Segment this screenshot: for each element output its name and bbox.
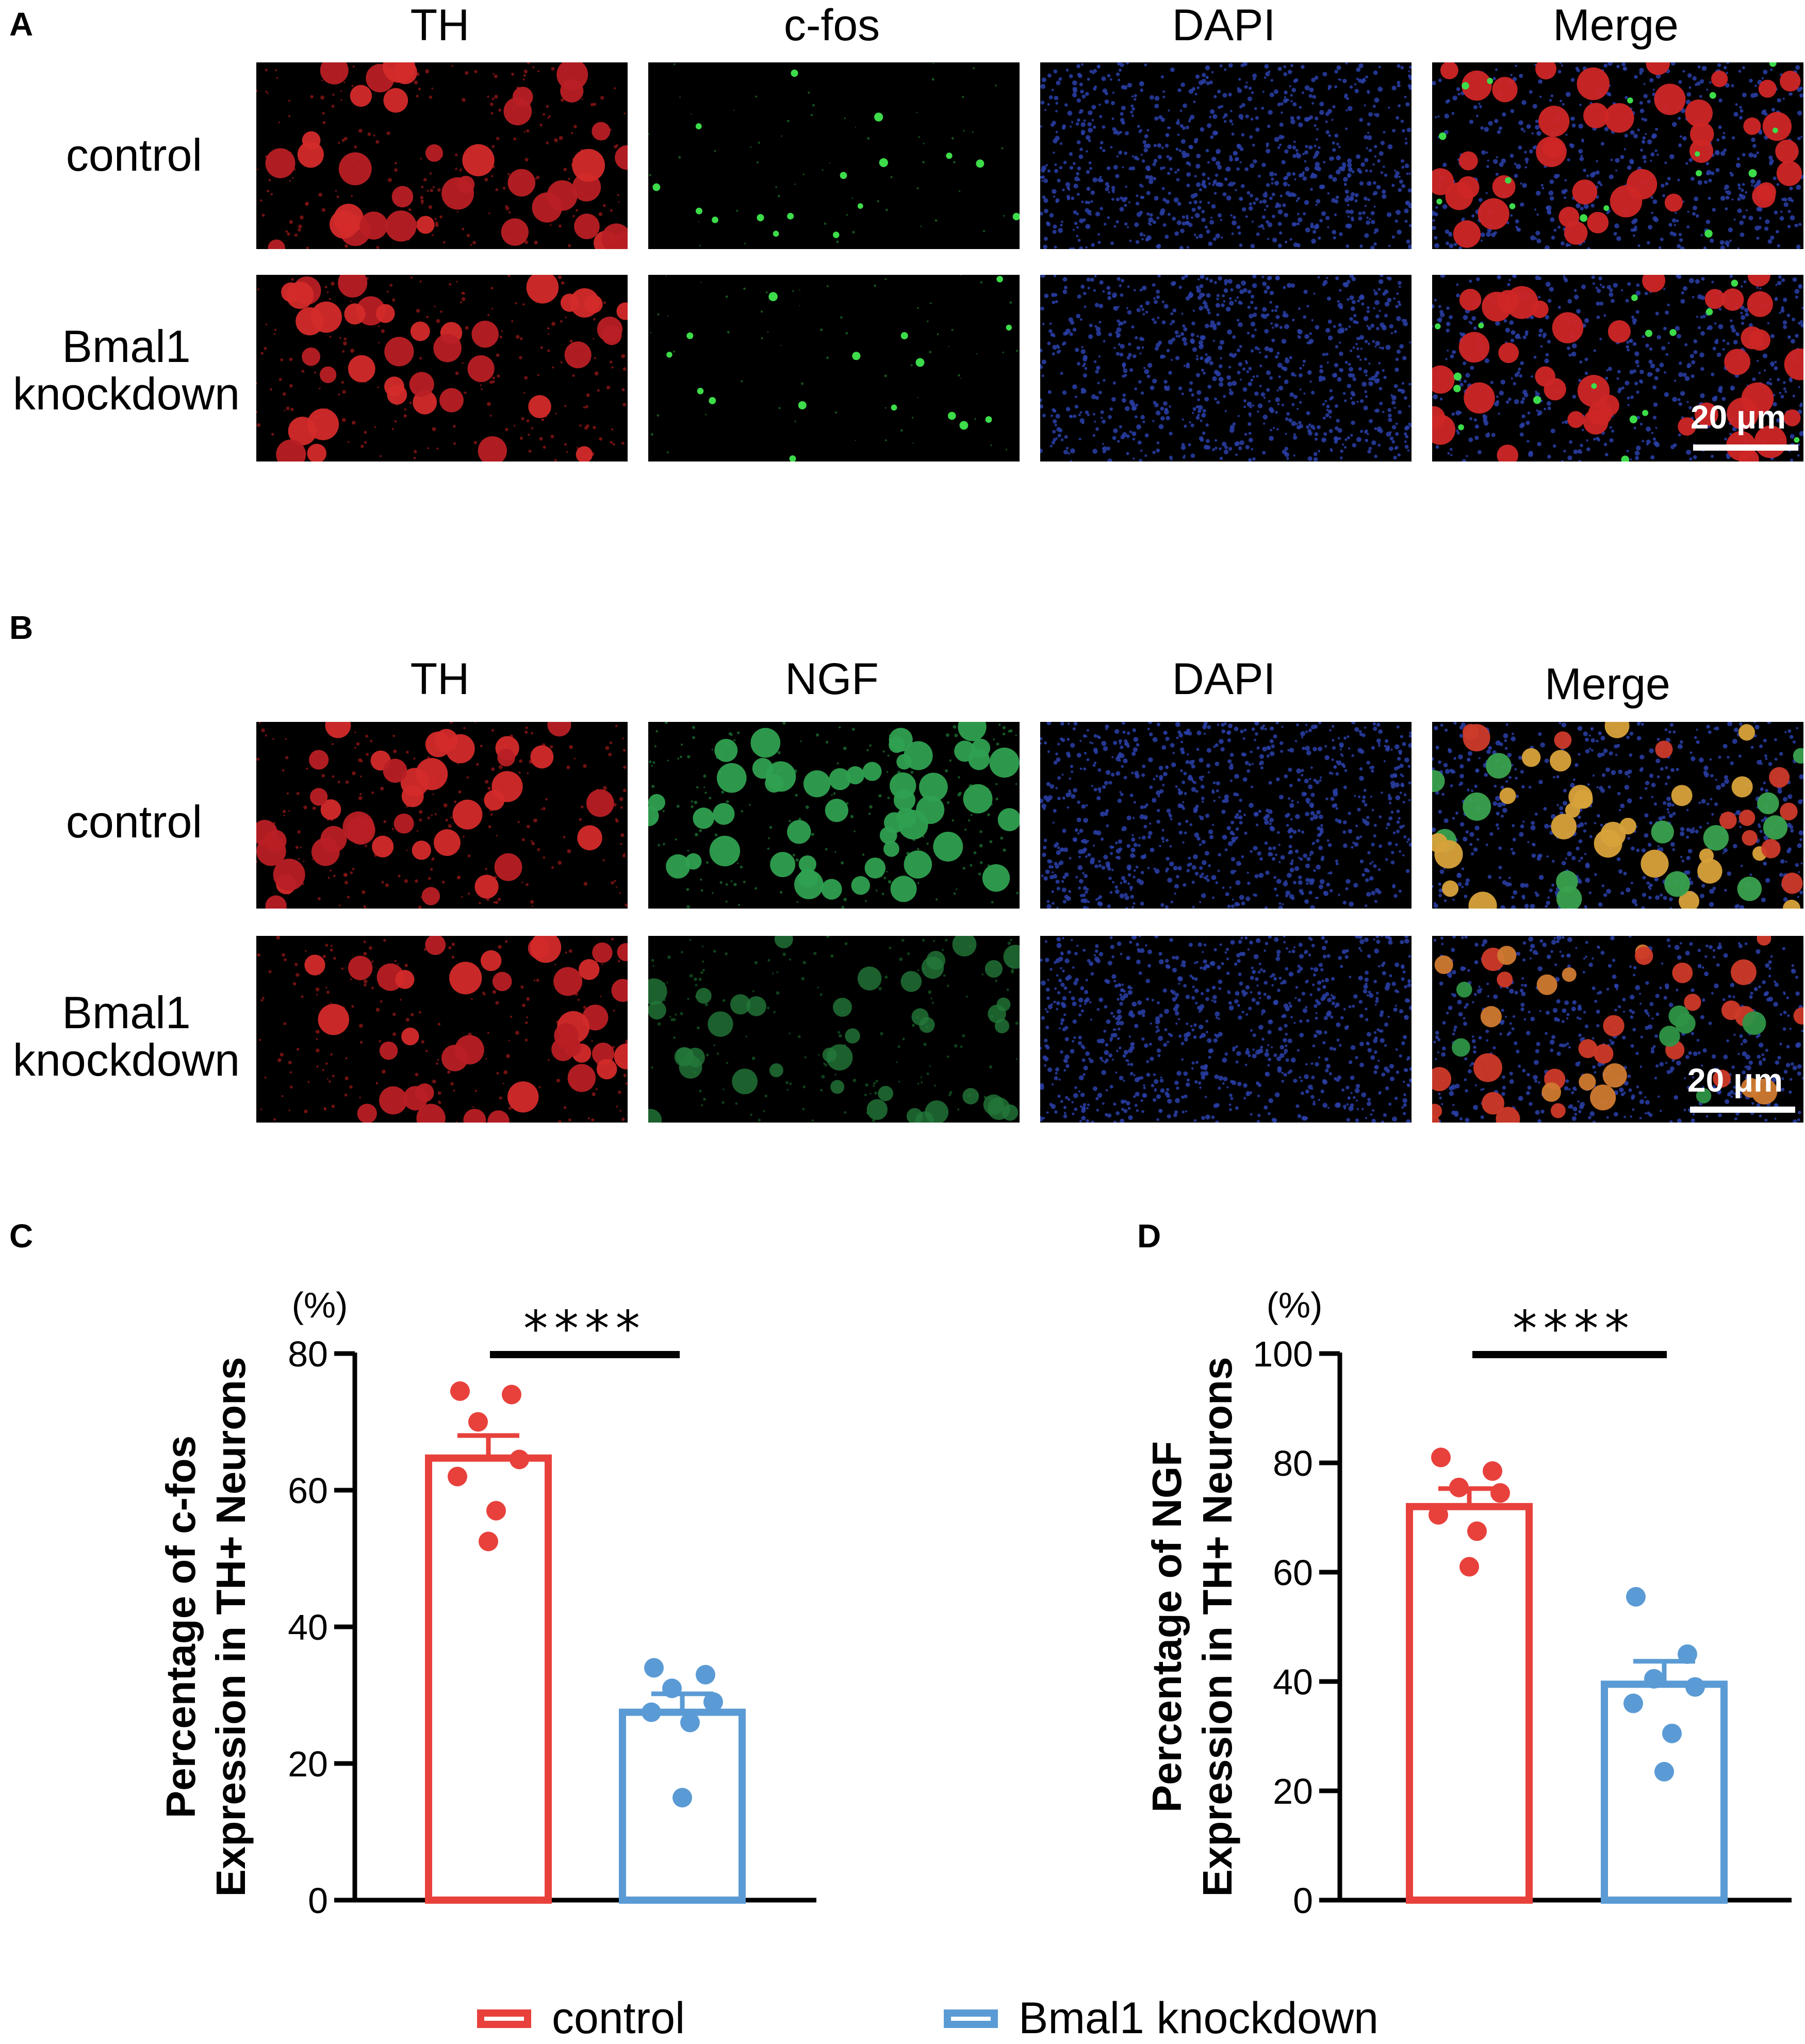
data-point-c-1-3 (703, 1692, 723, 1712)
data-point-d-0-3 (1490, 1483, 1510, 1503)
data-point-d-0-6 (1459, 1557, 1479, 1576)
y-axis-label-c-line2: Expression in TH+ Neurons (208, 1357, 254, 1897)
y-unit-d: (%) (1267, 1285, 1323, 1325)
legend-item-knockdown: Bmal1 knockdown (944, 1993, 1379, 2044)
data-point-c-1-0 (644, 1658, 664, 1678)
data-point-d-1-1 (1678, 1644, 1697, 1664)
data-point-c-1-5 (680, 1713, 700, 1733)
y-tick-label-c-20: 20 (288, 1744, 328, 1784)
y-tick-label-c-60: 60 (288, 1471, 328, 1511)
data-point-d-1-4 (1623, 1693, 1643, 1713)
data-point-d-1-0 (1626, 1587, 1646, 1607)
data-point-c-0-6 (479, 1531, 498, 1551)
data-point-c-1-6 (672, 1788, 692, 1807)
significance-stars-d: **** (1513, 1301, 1635, 1358)
legend-swatch-knockdown (944, 2009, 998, 2028)
data-point-d-1-2 (1644, 1669, 1664, 1689)
data-point-d-0-1 (1483, 1461, 1502, 1481)
legend-swatch-control (477, 2009, 531, 2028)
legend-label-knockdown: Bmal1 knockdown (1019, 1993, 1379, 2044)
data-point-d-0-4 (1429, 1505, 1448, 1525)
legend-label-control: control (552, 1993, 685, 2044)
data-point-d-0-2 (1449, 1478, 1469, 1497)
data-point-c-0-5 (486, 1501, 506, 1521)
data-point-c-0-3 (510, 1449, 529, 1469)
y-axis-label-d-line1: Percentage of NGF (1144, 1441, 1190, 1812)
y-tick-label-c-0: 0 (308, 1881, 328, 1921)
data-point-c-0-2 (468, 1412, 488, 1432)
data-point-c-1-4 (642, 1703, 661, 1722)
legend-item-control: control (477, 1993, 685, 2044)
y-tick-label-d-20: 20 (1273, 1771, 1313, 1811)
data-point-d-0-0 (1431, 1447, 1451, 1467)
significance-stars-c: **** (523, 1301, 646, 1358)
bar-d-knockdown (1604, 1684, 1724, 1900)
data-point-c-1-1 (696, 1665, 715, 1685)
y-tick-label-d-60: 60 (1273, 1553, 1313, 1593)
data-point-d-0-5 (1467, 1522, 1487, 1541)
data-point-c-0-4 (448, 1467, 467, 1487)
data-point-d-1-6 (1654, 1762, 1674, 1782)
y-tick-label-d-80: 80 (1273, 1443, 1313, 1483)
y-tick-label-d-40: 40 (1273, 1662, 1313, 1702)
y-tick-label-d-0: 0 (1293, 1881, 1313, 1921)
data-point-d-1-3 (1685, 1677, 1705, 1697)
data-point-d-1-5 (1662, 1724, 1682, 1743)
bar-c-control (429, 1458, 548, 1900)
data-point-c-0-1 (502, 1385, 521, 1405)
y-axis-label-c-line1: Percentage of c-fos (158, 1436, 204, 1818)
y-axis-label-d-line2: Expression in TH+ Neurons (1194, 1357, 1240, 1897)
y-tick-label-d-100: 100 (1253, 1334, 1313, 1374)
y-tick-label-c-80: 80 (288, 1334, 328, 1374)
data-point-c-0-0 (450, 1381, 470, 1401)
y-unit-c: (%) (292, 1285, 348, 1325)
data-point-c-1-2 (662, 1678, 682, 1698)
y-tick-label-c-40: 40 (288, 1607, 328, 1647)
